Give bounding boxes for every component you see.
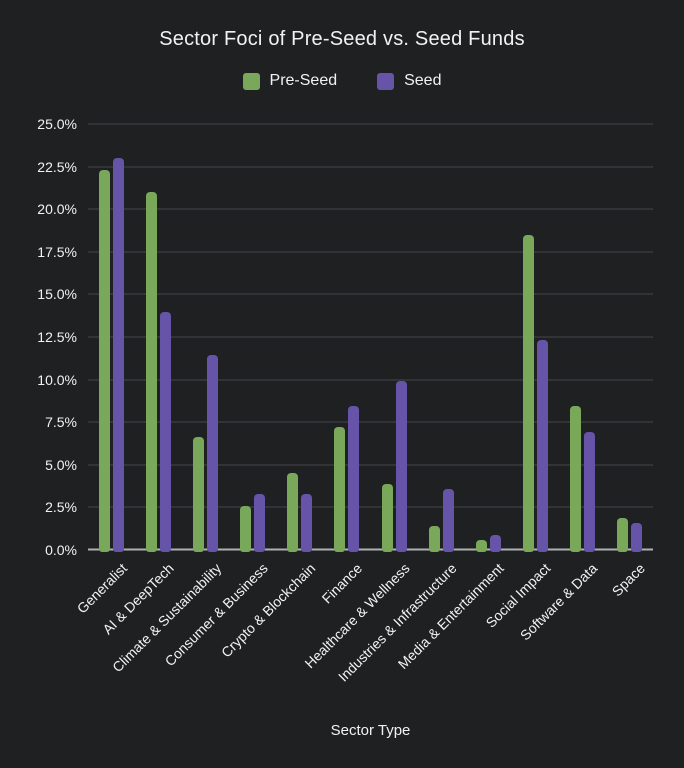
y-axis-labels: 0.0% 2.5% 5.0% 7.5% 10.0% 12.5% 15.0% 17.5% 20.0… — [0, 116, 77, 558]
y-tick-label: 15.0% — [37, 286, 77, 303]
chart-title: Sector Foci of Pre-Seed vs. Seed Funds — [159, 28, 525, 50]
bar-seed — [254, 493, 266, 552]
gridline — [88, 506, 653, 508]
bar-seed — [536, 339, 548, 552]
bar-group — [276, 124, 323, 552]
bar-seed — [395, 380, 407, 552]
bar-group — [229, 124, 276, 552]
bar-pre-seed — [475, 540, 487, 552]
plot-area — [88, 123, 653, 552]
bar-pre-seed — [428, 526, 440, 552]
bar-pre-seed — [616, 517, 628, 552]
bar-seed — [301, 493, 313, 552]
gridline — [88, 379, 653, 381]
y-tick-label: 17.5% — [37, 243, 77, 260]
y-tick-label: 2.5% — [45, 499, 77, 516]
y-tick-label: 10.0% — [37, 371, 77, 388]
bars-layer — [88, 124, 653, 552]
legend-label-pre-seed: Pre-Seed — [269, 72, 338, 89]
bar-pre-seed — [334, 427, 346, 552]
pre-seed-swatch-icon — [242, 72, 260, 90]
bar-seed — [348, 406, 360, 552]
x-tick-label: Space — [608, 560, 648, 600]
bar-seed — [583, 432, 595, 552]
bar-group — [88, 124, 135, 552]
bar-pre-seed — [287, 473, 299, 552]
gridline — [88, 208, 653, 210]
bar-group — [559, 124, 606, 552]
bar-group — [370, 124, 417, 552]
bar-group — [135, 124, 182, 552]
y-tick-label: 25.0% — [37, 116, 77, 132]
bar-group — [512, 124, 559, 552]
x-tick-label: Crypto & Blockchain — [217, 560, 319, 661]
x-axis-labels: Generalist AI & DeepTech Climate & Sustain… — [73, 550, 653, 685]
y-tick-label: 20.0% — [37, 201, 77, 218]
bar-seed — [489, 534, 501, 552]
gridline — [88, 293, 653, 295]
legend: Pre-Seed Seed — [0, 72, 684, 90]
gridline — [88, 166, 653, 168]
gridline — [88, 336, 653, 338]
bar-group — [606, 124, 653, 552]
y-tick-label: 0.0% — [45, 542, 77, 558]
y-tick-label: 22.5% — [37, 158, 77, 175]
bar-group — [182, 124, 229, 552]
bar-pre-seed — [240, 505, 252, 552]
bar-seed — [442, 488, 454, 552]
bar-pre-seed — [522, 235, 534, 552]
gridline — [88, 464, 653, 466]
gridline — [88, 421, 653, 423]
gridline — [88, 123, 653, 125]
y-tick-label: 5.0% — [45, 456, 77, 473]
x-axis-title: Sector Type — [330, 722, 411, 739]
bar-seed — [207, 355, 219, 552]
bar-seed — [160, 312, 172, 552]
grid-layer — [88, 123, 653, 551]
y-tick-label: 7.5% — [45, 414, 77, 431]
bar-group — [465, 124, 512, 552]
legend-item-seed: Seed — [377, 72, 441, 90]
x-tick-label: Finance — [318, 560, 366, 607]
bar-seed — [113, 158, 125, 552]
legend-item-pre-seed: Pre-Seed — [242, 72, 338, 90]
bar-pre-seed — [99, 170, 111, 552]
bar-pre-seed — [193, 437, 205, 552]
bar-group — [418, 124, 465, 552]
y-tick-label: 12.5% — [37, 329, 77, 345]
bar-pre-seed — [569, 406, 581, 552]
bar-pre-seed — [146, 192, 158, 552]
x-axis-line — [88, 548, 653, 551]
bar-pre-seed — [381, 483, 393, 552]
gridline — [88, 251, 653, 253]
bar-seed — [630, 522, 642, 552]
seed-swatch-icon — [377, 72, 395, 90]
bar-group — [323, 124, 370, 552]
legend-label-seed: Seed — [404, 72, 442, 89]
